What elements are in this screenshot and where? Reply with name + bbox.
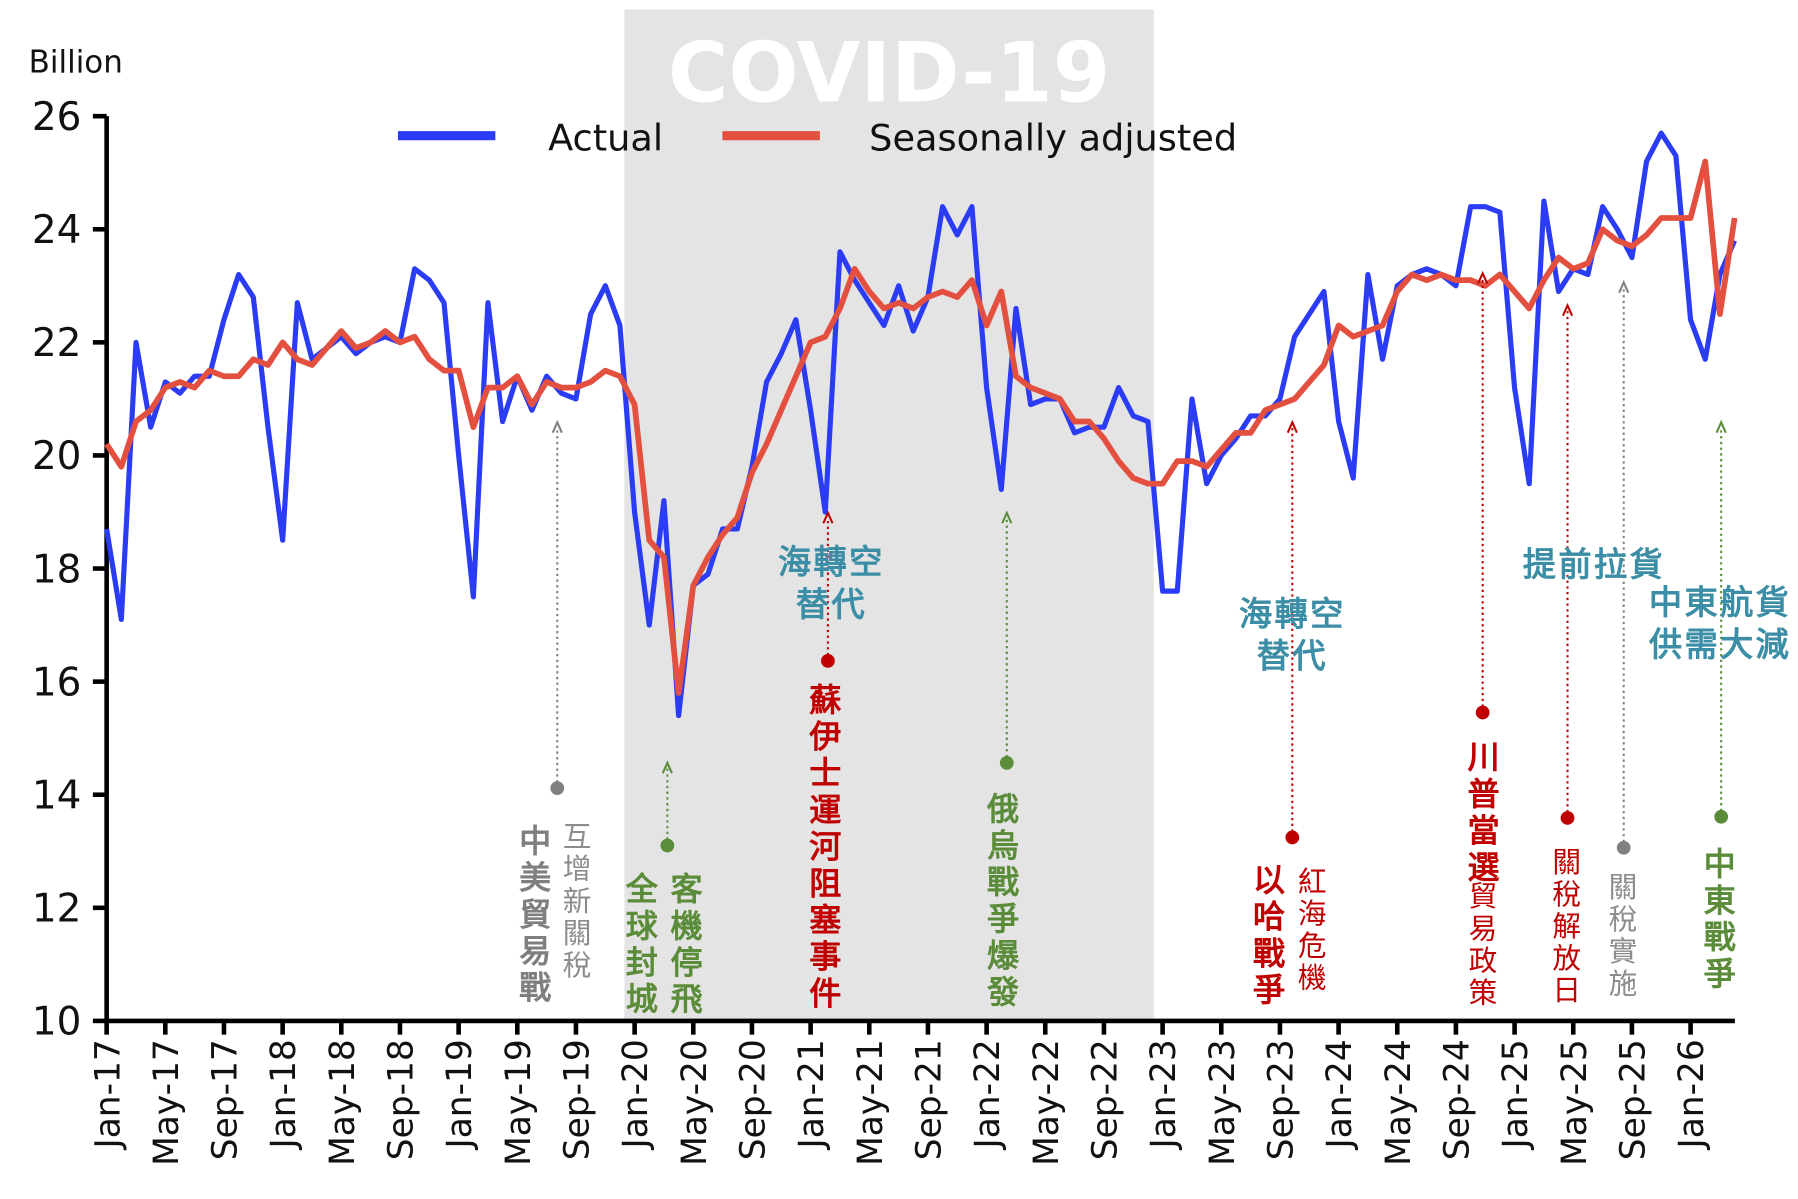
x-tick-label: Sep-18 [382, 1039, 422, 1160]
annotation: 供需大減 [1648, 625, 1791, 664]
x-tick-label: May-24 [1379, 1039, 1419, 1166]
y-tick-label: 24 [32, 208, 82, 253]
annotation: 互增新關稅 [559, 821, 593, 982]
pointer-dot [1285, 830, 1300, 845]
annotation: 蘇伊士運河阻塞事件 [804, 683, 842, 1013]
x-tick-label: Jan-26 [1672, 1039, 1712, 1150]
annotation: 全球封城 [621, 871, 659, 1019]
pointer-head [1715, 419, 1727, 434]
y-tick-label: 18 [32, 547, 82, 592]
x-tick-label: May-19 [499, 1039, 539, 1166]
pointer-dot [999, 756, 1014, 770]
annotation: 替代 [796, 585, 867, 624]
x-tick-label: May-22 [1027, 1039, 1067, 1166]
x-tick-label: Jan-25 [1496, 1039, 1536, 1150]
annotation: 中東戰爭 [1699, 847, 1737, 994]
annotation: 以哈戰爭 [1248, 863, 1286, 1010]
pointer-dot [660, 838, 675, 853]
pointer-head [661, 760, 673, 774]
pointer-dot [550, 781, 565, 796]
legend-label: Actual [548, 117, 663, 160]
annotation: 客機停飛 [666, 871, 704, 1019]
annotation: 關稅實施 [1604, 872, 1638, 1000]
x-tick-label: May-20 [675, 1039, 715, 1166]
annotation: 替代 [1257, 637, 1328, 676]
x-tick-label: Jan-21 [792, 1039, 832, 1150]
x-tick-label: Jan-24 [1320, 1039, 1360, 1150]
annotation: 俄烏戰爭爆發 [982, 792, 1020, 1012]
x-tick-label: Jan-22 [968, 1039, 1008, 1150]
pointer-head [551, 419, 563, 434]
y-tick-label: 22 [32, 321, 82, 366]
x-tick-label: Sep-23 [1262, 1039, 1302, 1160]
pointer-dot [1714, 809, 1729, 824]
annotation: 海轉空 [778, 543, 885, 582]
pointer-dot [1560, 811, 1575, 825]
legend-label: Seasonally adjusted [869, 117, 1237, 160]
annotation: 紅海危機 [1294, 866, 1328, 994]
x-tick-label: Jan-19 [440, 1039, 480, 1150]
annotation: 提前拉貨 [1523, 545, 1665, 584]
pointer-head [1286, 419, 1298, 434]
series-line [104, 158, 1738, 696]
y-tick-label: 12 [32, 887, 82, 932]
shade-label: COVID-19 [668, 25, 1110, 121]
x-tick-label: Jan-20 [616, 1039, 656, 1150]
pointer-head [1001, 510, 1013, 524]
pointer-dot [1616, 840, 1631, 855]
x-tick-label: Jan-17 [88, 1039, 128, 1150]
x-tick-label: May-23 [1203, 1039, 1243, 1166]
y-tick-label: 20 [32, 434, 82, 479]
x-tick-label: Jan-23 [1144, 1039, 1184, 1150]
x-tick-label: Sep-20 [734, 1039, 774, 1160]
y-tick-label: 16 [32, 660, 82, 705]
x-tick-label: May-18 [323, 1039, 363, 1166]
pointer-head [822, 510, 834, 524]
pointer-head [1618, 279, 1630, 294]
x-tick-label: Sep-21 [910, 1039, 950, 1160]
x-tick-label: Sep-17 [206, 1039, 246, 1160]
x-tick-label: Jan-18 [264, 1039, 304, 1150]
annotation: 貿易政策 [1465, 881, 1499, 1009]
annotation: 川普當選 [1463, 740, 1501, 887]
annotation: 中東航貨 [1649, 583, 1791, 622]
x-tick-label: Sep-22 [1086, 1039, 1126, 1160]
x-tick-label: May-21 [851, 1039, 891, 1166]
annotation: 中美貿易戰 [514, 824, 552, 1007]
annotation: 海轉空 [1239, 594, 1346, 633]
annotation: 關稅解放日 [1548, 847, 1582, 1008]
x-tick-label: Sep-25 [1614, 1039, 1654, 1160]
x-tick-label: May-17 [147, 1039, 187, 1166]
y-tick-label: 14 [32, 773, 82, 818]
pointer-dot [821, 653, 835, 668]
y-axis-label: Billion [29, 45, 123, 81]
x-tick-label: Sep-19 [558, 1039, 598, 1160]
pointer-dot [1475, 705, 1490, 720]
x-tick-label: May-25 [1555, 1039, 1595, 1166]
pointer-head [1561, 302, 1574, 317]
y-tick-label: 26 [32, 95, 82, 140]
pointer-head [1477, 270, 1489, 285]
y-tick-label: 10 [32, 1000, 82, 1045]
covid-shade [624, 9, 1154, 1021]
x-tick-label: Sep-24 [1438, 1039, 1478, 1160]
